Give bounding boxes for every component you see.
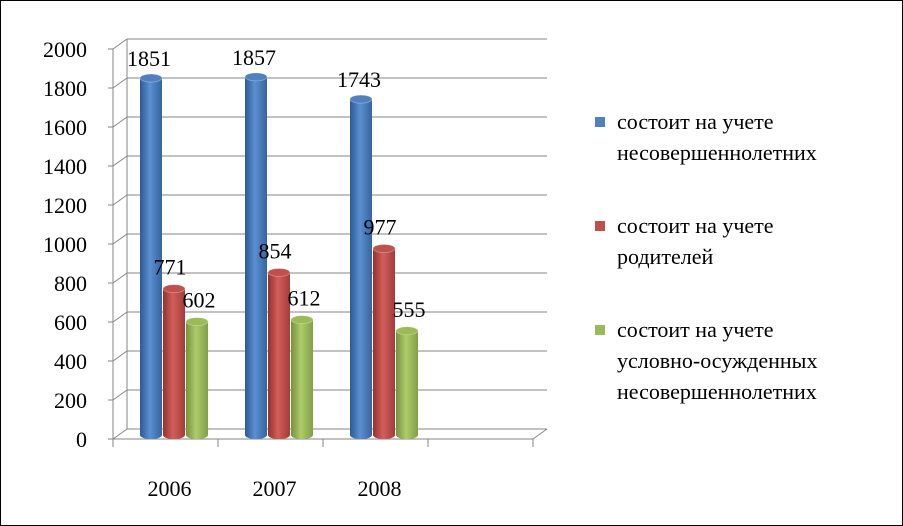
gridline-depth [112,233,128,245]
bar-body [373,248,395,439]
gridline-depth [112,77,128,89]
legend-swatch-blue [595,117,605,127]
gridline-depth [112,38,128,50]
bar-top [372,244,396,253]
bar-top [162,284,186,294]
gridline-depth [112,272,128,284]
gridline-depth [112,350,128,362]
bar-body [268,272,290,439]
data-label: 1857 [232,45,276,70]
bar-body [245,76,267,439]
bar-top [349,94,373,104]
legend-label: состоит на учете [617,109,774,134]
bar-body [291,319,313,439]
y-tick-label: 1000 [43,232,87,257]
bar-body [396,330,418,439]
gridline-depth [112,389,128,401]
y-tick-label: 2000 [43,37,87,62]
gridline-depth [112,116,128,128]
data-label: 1743 [337,67,381,92]
legend-label: родителей [617,244,714,269]
y-tick-label: 1400 [43,154,87,179]
bar-top [267,268,291,277]
bar-chart: 1851 771 602 1857 854 612 1743 977 555 0 200 400 60… [43,37,548,501]
bar-body [140,78,162,440]
legend: состоит на учете несовершеннолетних сост… [595,106,895,449]
bar-top [185,317,209,327]
x-tick-label: 2007 [253,476,297,501]
bar [395,326,419,439]
bar-top [395,326,419,336]
data-label: 612 [288,286,321,311]
bar-body [163,288,185,439]
y-tick-label: 1200 [43,193,87,218]
bar [244,72,268,439]
legend-item-convicted: состоит на учете условно-осужденных несо… [595,314,895,407]
floor-right-edge [532,428,548,440]
bar-top [244,72,268,82]
data-label: 977 [364,214,397,239]
y-tick-label: 200 [54,388,87,413]
x-tick-label: 2006 [148,476,192,501]
gridline-depth [112,311,128,323]
y-tick-labels: 0 200 400 600 800 1000 1200 1400 1600 1800 2000 [43,37,87,452]
data-labels: 1851 771 602 1857 854 612 1743 977 555 [127,45,426,322]
data-label: 555 [393,297,426,322]
legend-item-minors: состоит на учете несовершеннолетних [595,106,895,168]
bar-body [186,321,208,439]
x-tick-labels: 2006 2007 2008 [148,476,402,501]
axes [108,39,548,447]
data-label: 854 [259,238,292,263]
bar-top [290,315,314,325]
legend-label: несовершеннолетних [617,379,817,404]
y-tick-label: 400 [54,349,87,374]
gridline-depth [112,194,128,206]
bar [372,244,396,439]
bar [290,315,314,439]
x-tick-label: 2008 [358,476,402,501]
bar [185,317,209,439]
bar [162,284,186,439]
legend-swatch-green [595,325,605,335]
legend-label: состоит на учете [617,213,774,238]
data-label: 602 [183,288,216,313]
bar [349,94,373,439]
y-tick-label: 1800 [43,76,87,101]
gridline-depth [112,428,128,440]
data-label: 771 [154,255,187,280]
y-tick-label: 600 [54,310,87,335]
bar-top [139,73,163,83]
gridline-depth [112,155,128,167]
legend-label: несовершеннолетних [617,140,817,165]
legend-swatch-red [595,221,605,231]
y-tick-label: 1600 [43,115,87,140]
bar-body [350,99,372,439]
bars [139,72,419,440]
legend-label: условно-осужденных [617,348,818,373]
legend-item-parents: состоит на учете родителей [595,210,895,272]
data-label: 1851 [127,46,171,71]
bar [139,73,163,440]
legend-label: состоит на учете [617,317,774,342]
y-tick-label: 800 [54,271,87,296]
y-tick-label: 0 [76,427,87,452]
bar [267,268,291,439]
